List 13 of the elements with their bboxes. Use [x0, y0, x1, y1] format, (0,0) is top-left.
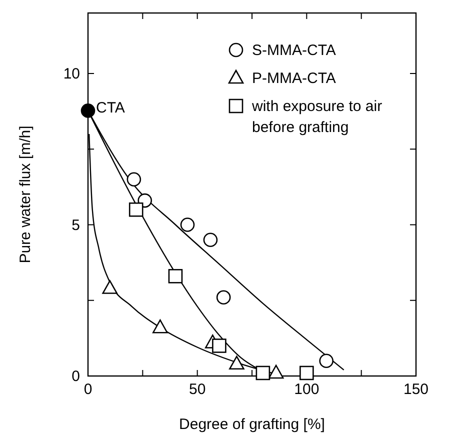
- x-tick-label: 150: [403, 381, 429, 398]
- y-axis-title: Pure water flux [m/h]: [17, 126, 34, 264]
- x-tick-label: 100: [294, 381, 320, 398]
- x-axis-title: Degree of grafting [%]: [179, 416, 325, 433]
- y-tick-label: 0: [72, 368, 80, 385]
- legend-label: P-MMA-CTA: [252, 70, 336, 87]
- annotation: CTA: [96, 100, 125, 117]
- x-tick-label: 50: [188, 381, 206, 398]
- y-tick-label: 5: [72, 216, 80, 234]
- legend-label: S-MMA-CTA: [252, 42, 336, 59]
- y-tick-label: 10: [63, 66, 80, 82]
- legend-label: with exposure to air before grafting: [251, 98, 382, 136]
- x-tick-label: 0: [84, 381, 92, 398]
